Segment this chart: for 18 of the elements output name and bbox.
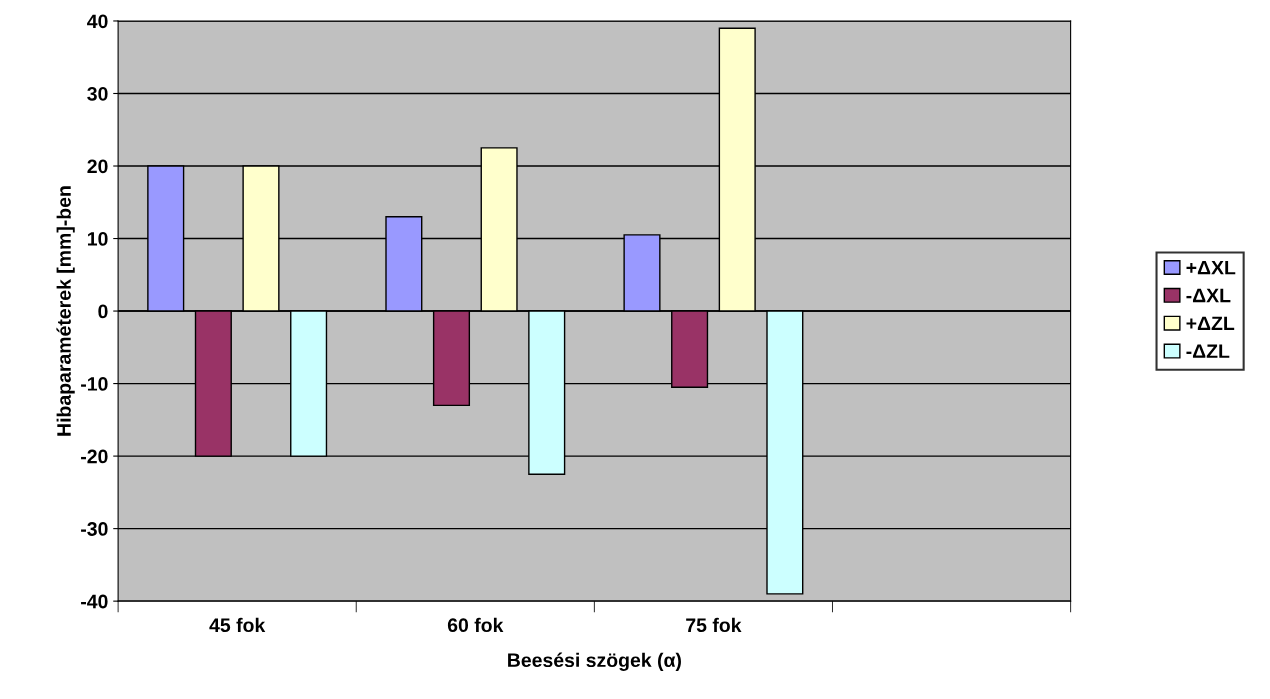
legend-label: +ΔXL	[1186, 260, 1236, 275]
y-tick-label: 40	[87, 14, 108, 29]
y-tick-label: -20	[81, 449, 108, 464]
y-tick-label: 20	[87, 159, 108, 174]
y-tick-label: -40	[81, 594, 108, 609]
y-tick-label: 0	[98, 304, 108, 319]
legend-label: -ΔXL	[1186, 288, 1231, 303]
y-tick-label: -10	[81, 377, 108, 391]
y-tick-label: 10	[87, 232, 108, 246]
x-axis-title: Beesési szögek (α)	[508, 652, 681, 671]
y-axis-title: Hibaparaméterek [mm]-ben	[56, 186, 75, 436]
y-tick-label: -30	[81, 522, 108, 536]
x-tick-label: 75 fok	[686, 617, 742, 633]
legend-label: -ΔZL	[1186, 344, 1230, 358]
y-tick-label: 30	[87, 86, 108, 101]
legend-label: +ΔZL	[1186, 316, 1235, 331]
x-tick-label: 60 fok	[447, 617, 504, 633]
x-tick-label: 45 fok	[209, 617, 266, 633]
